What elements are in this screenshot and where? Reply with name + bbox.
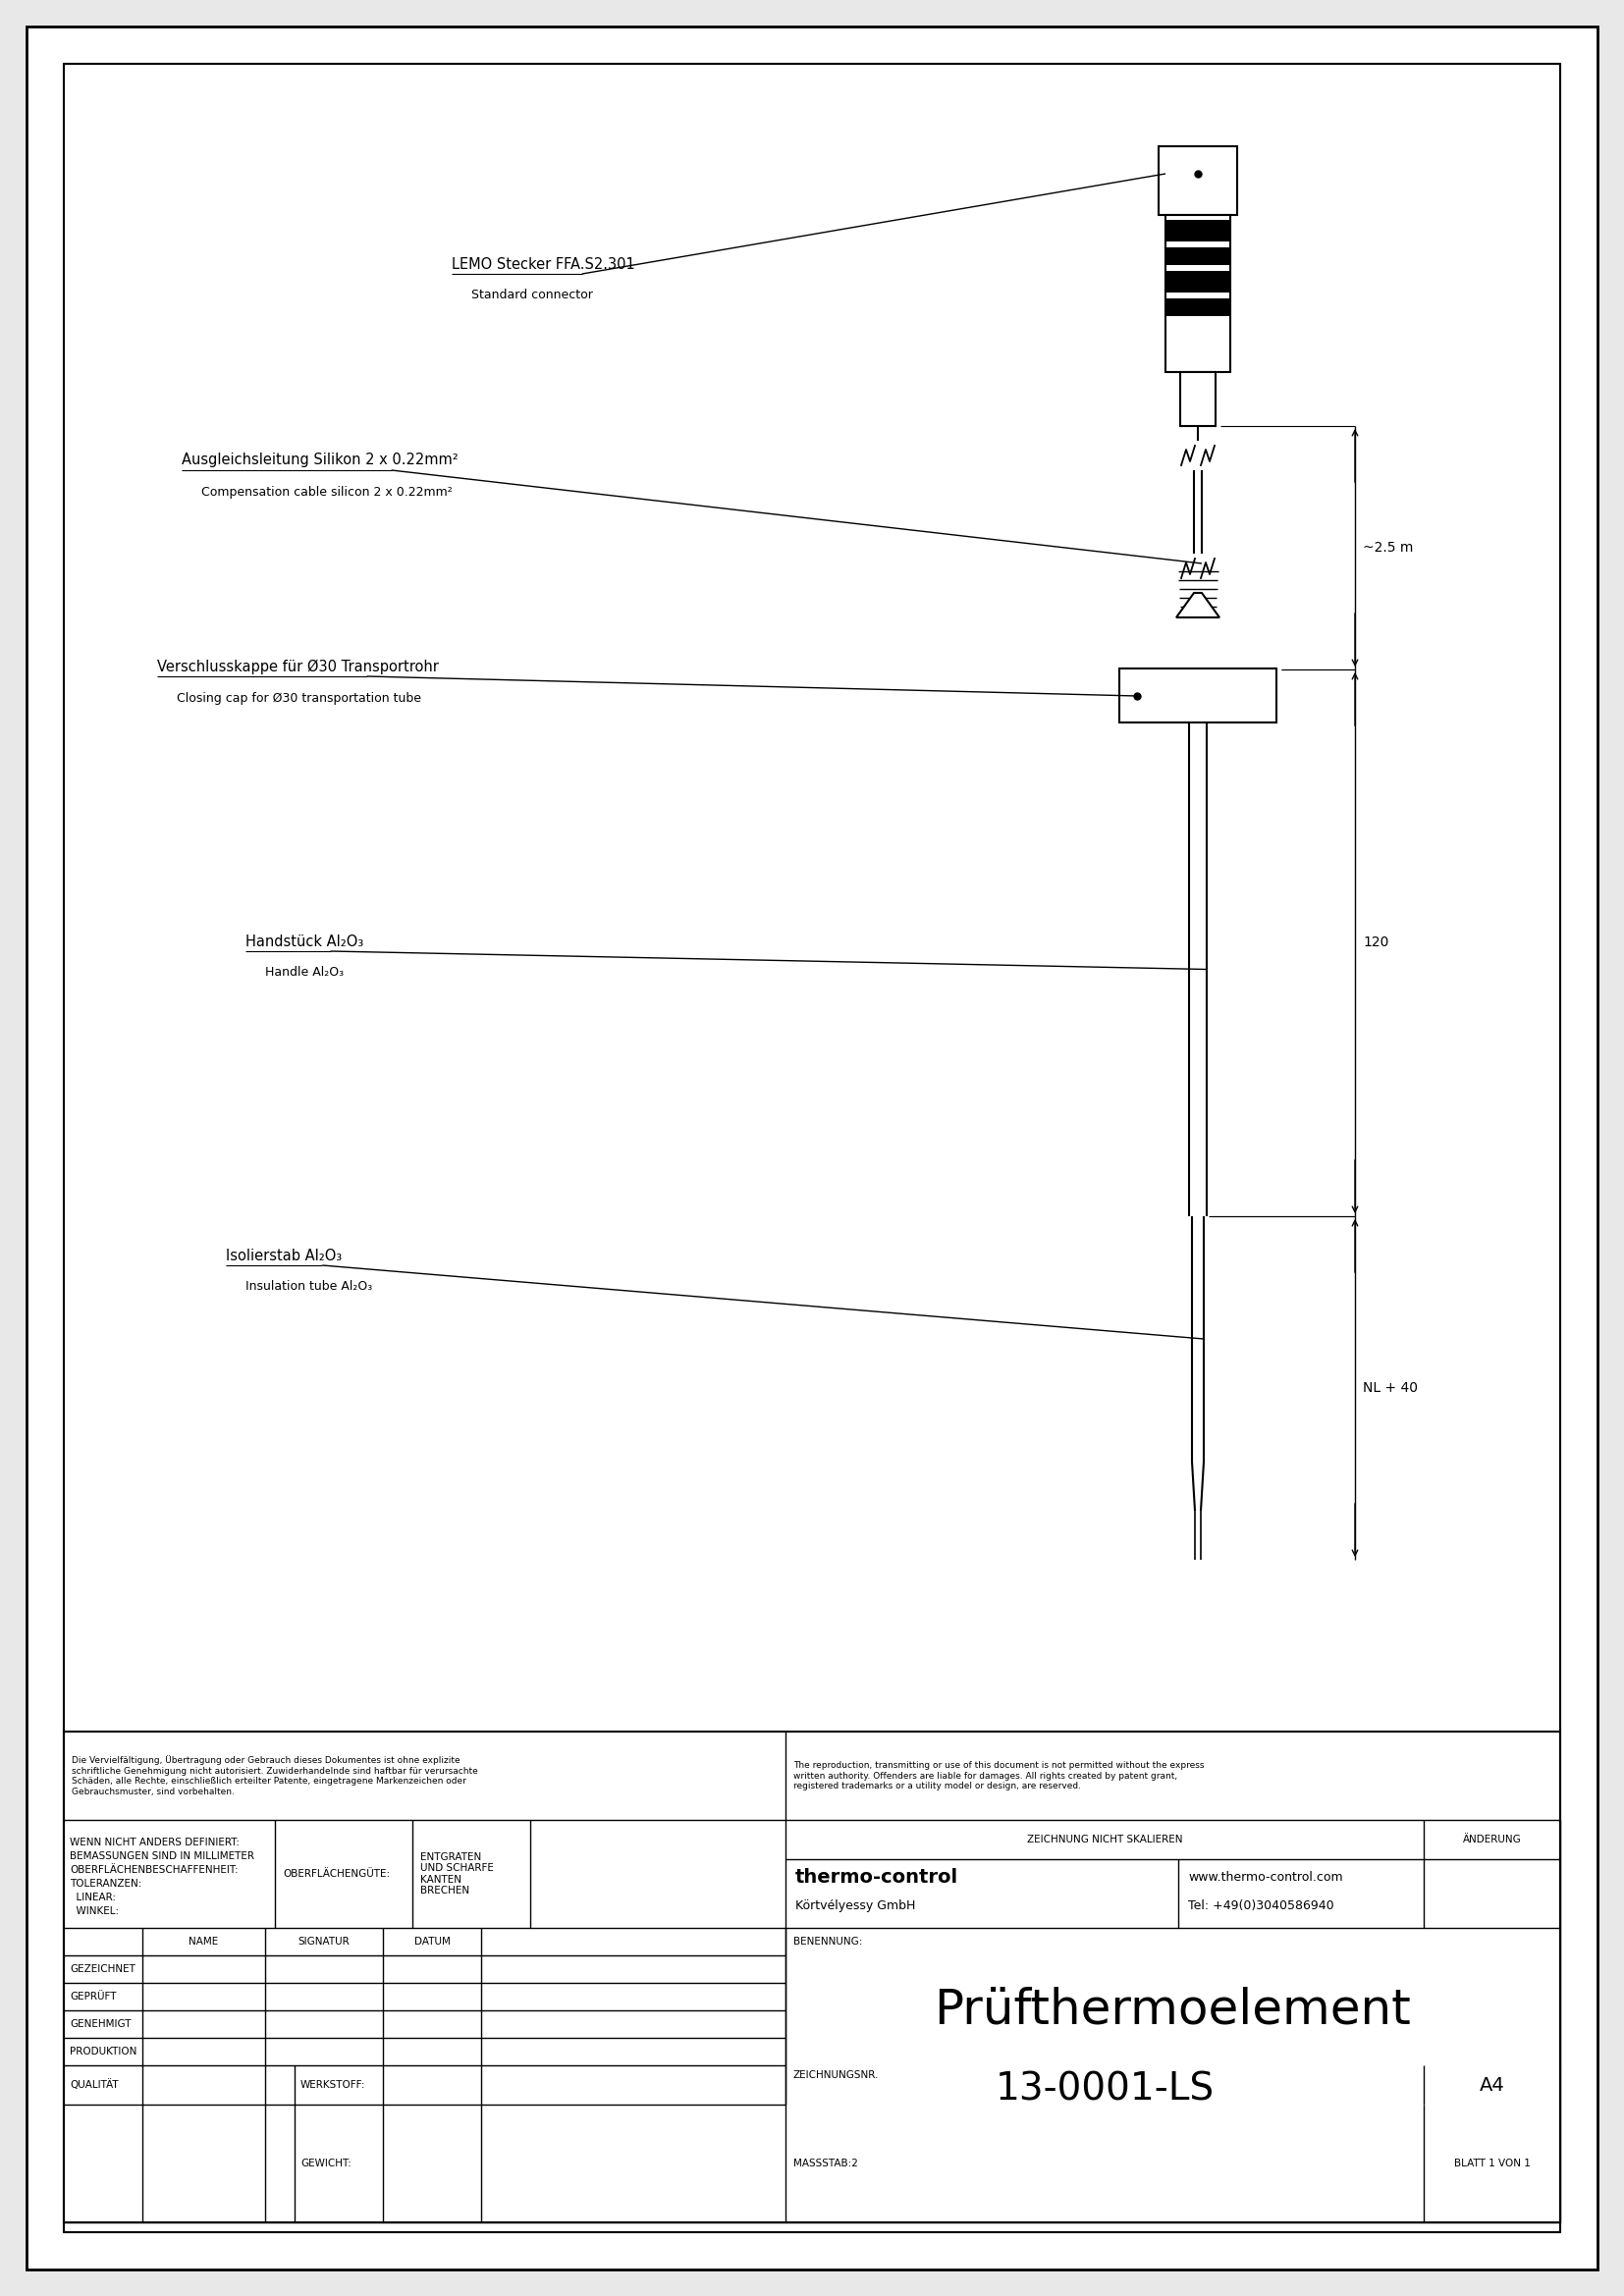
Text: OBERFLÄCHENBESCHAFFENHEIT:: OBERFLÄCHENBESCHAFFENHEIT: — [70, 1864, 239, 1876]
Text: 120: 120 — [1363, 937, 1389, 951]
Text: ZEICHNUNGSNR.: ZEICHNUNGSNR. — [794, 2071, 879, 2080]
Bar — [1158, 147, 1237, 216]
Text: GEWICHT:: GEWICHT: — [300, 2158, 351, 2167]
Text: Compensation cable silicon 2 x 0.22mm²: Compensation cable silicon 2 x 0.22mm² — [201, 484, 453, 498]
Text: LEMO Stecker FFA.S2.301: LEMO Stecker FFA.S2.301 — [451, 257, 635, 271]
Bar — [1166, 220, 1231, 241]
Text: BLATT 1 VON 1: BLATT 1 VON 1 — [1453, 2158, 1530, 2167]
Text: Standard connector: Standard connector — [471, 289, 593, 301]
Bar — [1119, 668, 1276, 723]
Text: QUALITÄT: QUALITÄT — [70, 2080, 119, 2089]
Text: GENEHMIGT: GENEHMIGT — [70, 2018, 132, 2030]
Text: Prüfthermoelement: Prüfthermoelement — [934, 1986, 1411, 2034]
Text: ENTGRATEN
UND SCHARFE
KANTEN
BRECHEN: ENTGRATEN UND SCHARFE KANTEN BRECHEN — [421, 1853, 494, 1896]
Text: BENENNUNG:: BENENNUNG: — [794, 1938, 862, 1947]
Text: DATUM: DATUM — [414, 1938, 450, 1947]
Text: PRODUKTION: PRODUKTION — [70, 2046, 136, 2057]
Text: GEPRÜFT: GEPRÜFT — [70, 1991, 117, 2002]
Text: WENN NICHT ANDERS DEFINIERT:: WENN NICHT ANDERS DEFINIERT: — [70, 1837, 240, 1848]
Bar — [1166, 298, 1231, 317]
Text: Closing cap for Ø30 transportation tube: Closing cap for Ø30 transportation tube — [177, 691, 421, 705]
Text: OBERFLÄCHENGÜTE:: OBERFLÄCHENGÜTE: — [283, 1869, 390, 1878]
Text: Handle Al₂O₃: Handle Al₂O₃ — [265, 967, 344, 978]
Text: Isolierstab Al₂O₃: Isolierstab Al₂O₃ — [226, 1249, 343, 1263]
Bar — [1166, 216, 1231, 372]
Bar — [63, 1731, 1561, 2223]
Text: www.thermo-control.com: www.thermo-control.com — [1189, 1871, 1343, 1885]
Text: Insulation tube Al₂O₃: Insulation tube Al₂O₃ — [245, 1281, 372, 1293]
Text: NL + 40: NL + 40 — [1363, 1382, 1418, 1396]
Text: ZEICHNUNG NICHT SKALIEREN: ZEICHNUNG NICHT SKALIEREN — [1026, 1835, 1182, 1844]
Bar — [1181, 372, 1215, 427]
Text: Körtvélyessy GmbH: Körtvélyessy GmbH — [796, 1899, 916, 1913]
Text: GEZEICHNET: GEZEICHNET — [70, 1963, 135, 1975]
Text: TOLERANZEN:: TOLERANZEN: — [70, 1878, 141, 1890]
Text: NAME: NAME — [188, 1938, 219, 1947]
Text: Verschlusskappe für Ø30 Transportrohr: Verschlusskappe für Ø30 Transportrohr — [158, 659, 438, 675]
Text: WINKEL:: WINKEL: — [70, 1906, 119, 1917]
Text: LINEAR:: LINEAR: — [70, 1892, 115, 1903]
Text: ÄNDERUNG: ÄNDERUNG — [1463, 1835, 1522, 1844]
Bar — [1166, 271, 1231, 292]
Text: The reproduction, transmitting or use of this document is not permitted without : The reproduction, transmitting or use of… — [794, 1761, 1205, 1791]
Text: BEMASSUNGEN SIND IN MILLIMETER: BEMASSUNGEN SIND IN MILLIMETER — [70, 1851, 255, 1862]
Text: thermo-control: thermo-control — [796, 1869, 958, 1887]
Text: Ausgleichsleitung Silikon 2 x 0.22mm²: Ausgleichsleitung Silikon 2 x 0.22mm² — [182, 452, 458, 468]
Text: 13-0001-LS: 13-0001-LS — [996, 2071, 1215, 2108]
Text: WERKSTOFF:: WERKSTOFF: — [300, 2080, 365, 2089]
Text: SIGNATUR: SIGNATUR — [299, 1938, 349, 1947]
Text: Die Vervielfältigung, Übertragung oder Gebrauch dieses Dokumentes ist ohne expli: Die Vervielfältigung, Übertragung oder G… — [71, 1756, 477, 1795]
Text: A4: A4 — [1479, 2076, 1504, 2094]
Text: MASSSTAB:2: MASSSTAB:2 — [794, 2158, 857, 2167]
Polygon shape — [1176, 592, 1220, 618]
Bar — [1166, 248, 1231, 264]
Text: Tel: +49(0)3040586940: Tel: +49(0)3040586940 — [1189, 1899, 1333, 1913]
Text: ~2.5 m: ~2.5 m — [1363, 542, 1413, 556]
Text: Handstück Al₂O₃: Handstück Al₂O₃ — [245, 934, 364, 948]
